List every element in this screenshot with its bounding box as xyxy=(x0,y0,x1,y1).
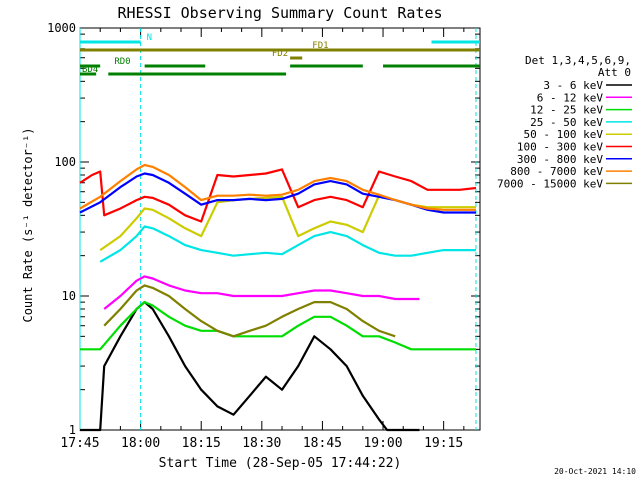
flag-label: FD2 xyxy=(272,49,288,59)
legend-entry: 300 - 800 keV xyxy=(517,153,603,166)
series-line xyxy=(103,275,420,310)
legend-header: Att 0 xyxy=(598,66,631,79)
y-tick-label: 1000 xyxy=(47,21,76,35)
series-line xyxy=(79,168,477,223)
series-line xyxy=(103,284,396,338)
x-tick-label: 19:15 xyxy=(424,436,463,451)
legend-entry: 7000 - 15000 keV xyxy=(497,177,603,190)
x-axis-label: Start Time (28-Sep-05 17:44:22) xyxy=(159,456,402,471)
plot-area: 1 10 100 1000 17:45 18:00 18:15 18:30 18:45 19:00… xyxy=(47,21,481,451)
plot-frame xyxy=(79,27,481,431)
chart-title: RHESSI Observing Summary Count Rates xyxy=(117,4,442,22)
series-line xyxy=(80,301,420,432)
legend-entry: 100 - 300 keV xyxy=(517,141,603,154)
x-tick-label: 18:45 xyxy=(303,436,342,451)
series-line xyxy=(79,163,476,211)
legend-entry: 800 - 7000 keV xyxy=(510,165,603,178)
x-tick-label: 19:00 xyxy=(363,436,402,451)
legend-entry: 3 - 6 keV xyxy=(543,79,603,92)
legend-entry: 25 - 50 keV xyxy=(530,116,603,129)
legend-header: Det 1,3,4,5,6,9, xyxy=(525,54,631,67)
legend-entry: 6 - 12 keV xyxy=(537,91,604,104)
footer-timestamp: 20-Oct-2021 14:10 xyxy=(554,467,636,476)
x-tick-label: 18:30 xyxy=(242,436,281,451)
flag-label: BD4 xyxy=(82,65,98,75)
series-line xyxy=(80,301,476,351)
flag-label: N xyxy=(147,33,152,43)
flag-label: RD0 xyxy=(114,57,130,67)
legend-entry: 12 - 25 keV xyxy=(530,104,603,117)
y-tick-label: 10 xyxy=(62,289,76,303)
series-line xyxy=(99,225,476,263)
x-tick-label: 17:45 xyxy=(60,436,99,451)
flag-label: FD1 xyxy=(312,41,328,51)
legend-entry: 50 - 100 keV xyxy=(524,128,604,141)
x-tick-label: 18:00 xyxy=(121,436,160,451)
y-tick-label: 1 xyxy=(69,423,76,437)
x-tick-label: 18:15 xyxy=(182,436,221,451)
series-line xyxy=(99,194,476,252)
y-axis-label: Count Rate (s⁻¹ detector⁻¹) xyxy=(21,127,35,322)
y-tick-label: 100 xyxy=(54,155,76,169)
